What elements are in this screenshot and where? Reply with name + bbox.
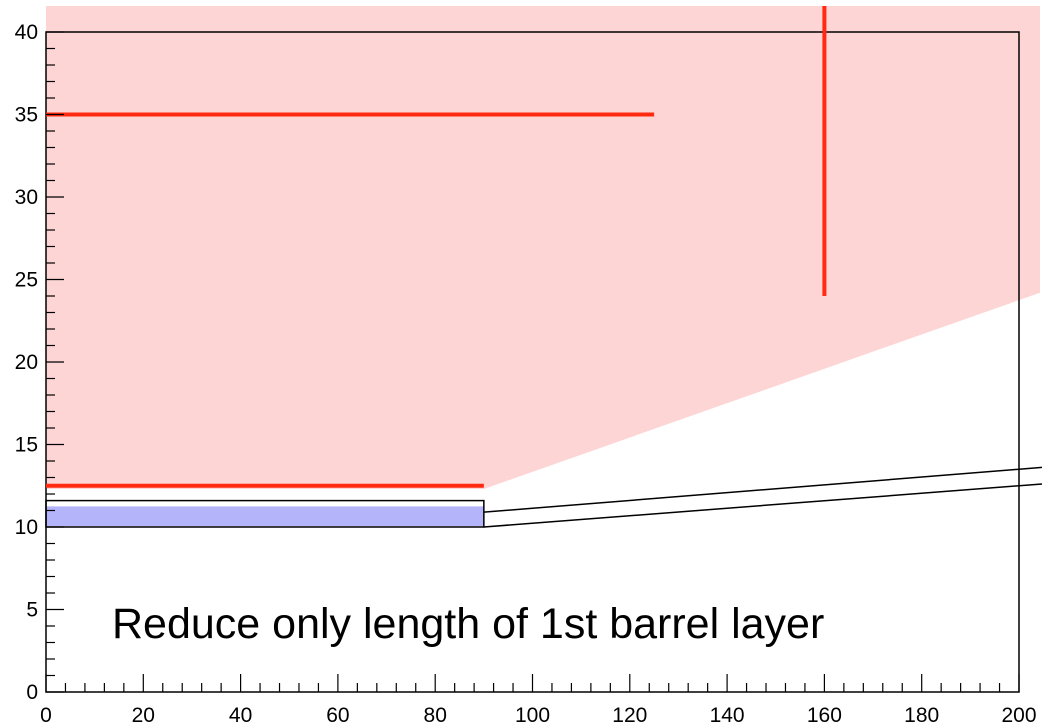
endcap-line-2 [483, 466, 1042, 513]
barrel-layer-fill [46, 506, 484, 527]
annotation-text: Reduce only length of 1st barrel layer [112, 600, 825, 648]
y-tick-label: 10 [15, 516, 38, 539]
y-tick-label: 35 [15, 104, 38, 127]
y-tick-label: 0 [26, 681, 38, 704]
y-tick-label: 25 [15, 269, 38, 292]
x-tick-label: 200 [1001, 704, 1036, 727]
x-tick-label: 120 [612, 704, 647, 727]
x-tick-label: 40 [229, 704, 252, 727]
shaded-region [46, 6, 1040, 490]
endcap-line-1 [483, 483, 1042, 528]
x-tick-label: 60 [326, 704, 349, 727]
x-tick-label: 100 [515, 704, 550, 727]
x-tick-label: 160 [807, 704, 842, 727]
x-tick-label: 0 [40, 704, 52, 727]
x-tick-label: 80 [424, 704, 447, 727]
x-tick-label: 20 [132, 704, 155, 727]
y-tick-label: 5 [26, 599, 38, 622]
y-tick-label: 40 [15, 21, 38, 44]
y-tick-label: 15 [15, 434, 38, 457]
y-tick-label: 30 [15, 186, 38, 209]
x-tick-label: 140 [710, 704, 745, 727]
y-tick-label: 20 [15, 351, 38, 374]
x-tick-label: 180 [904, 704, 939, 727]
